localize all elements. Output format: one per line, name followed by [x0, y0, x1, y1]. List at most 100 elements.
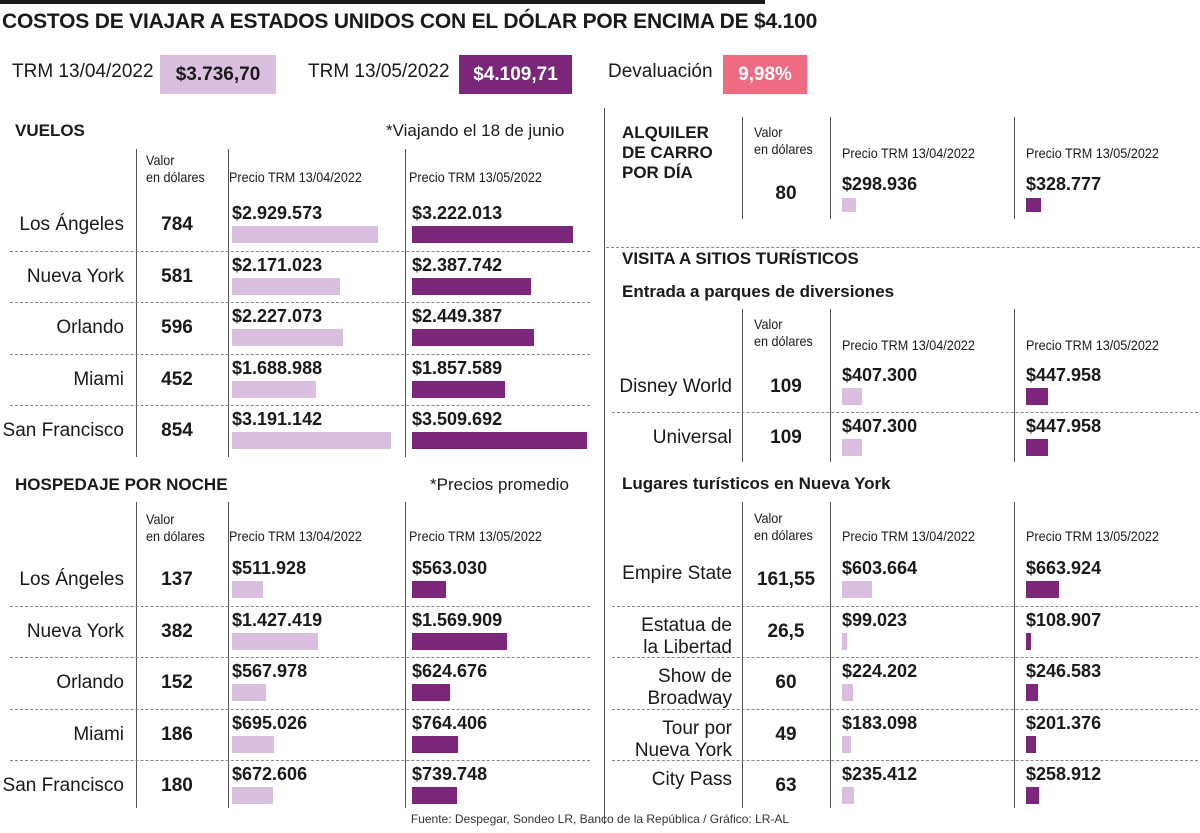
trm2-column-header: Precio TRM 13/05/2022: [1026, 528, 1159, 544]
page-title: COSTOS DE VIAJAR A ESTADOS UNIDOS CON EL…: [2, 10, 818, 33]
price-label-trm1: $672.606: [232, 764, 308, 784]
trm1-column-header: Precio TRM 13/04/2022: [842, 337, 975, 353]
section-title: ALQUILER DE CARRO POR DÍA: [622, 123, 713, 182]
trm2-column-header: Precio TRM 13/05/2022: [409, 528, 542, 544]
bar-trm2: [1026, 735, 1036, 753]
price-label-trm1: $99.023: [842, 609, 908, 630]
section-subtitle: Entrada a parques de diversiones: [622, 282, 895, 301]
bar-trm2: [412, 226, 573, 243]
bar-trm2: [412, 632, 507, 650]
price-label-trm2: $246.583: [1026, 661, 1102, 681]
column-rule: [830, 117, 831, 219]
row-separator: [10, 353, 590, 355]
price-label-trm2: $3.509.692: [412, 409, 503, 429]
trm1-label: TRM 13/04/2022: [12, 61, 154, 82]
column-rule: [405, 149, 406, 457]
trm2-column-header: Precio TRM 13/05/2022: [409, 169, 542, 185]
row-separator: [612, 412, 1198, 413]
row-separator: [612, 760, 1198, 761]
trm2-column-header: Precio TRM 13/05/2022: [1026, 337, 1159, 353]
bar-trm2: [412, 787, 457, 804]
section-title: HOSPEDAJE POR NOCHE: [15, 475, 228, 494]
section-note: *Viajando el 18 de junio: [386, 121, 565, 140]
bar-trm1: [232, 226, 378, 243]
column-divider: [604, 108, 605, 824]
price-label-trm1: $298.936: [842, 174, 918, 194]
bar-trm1: [232, 632, 318, 650]
usd-value: 784: [161, 214, 193, 235]
price-label-trm2: $258.912: [1026, 764, 1102, 784]
bar-trm2: [412, 684, 450, 701]
row-label: Show de Broadway: [647, 666, 733, 709]
column-rule: [1014, 309, 1015, 462]
usd-value: 63: [775, 775, 797, 796]
usd-value: 109: [770, 376, 802, 397]
bar-trm1: [842, 439, 862, 456]
row-label: Nueva York: [26, 265, 124, 287]
trm2-column-header: Precio TRM 13/05/2022: [1026, 145, 1159, 161]
usd-value: 596: [161, 317, 193, 338]
bar-trm2: [412, 329, 534, 346]
bar-trm2: [412, 581, 446, 598]
usd-value: 109: [770, 427, 802, 448]
usd-value: 854: [161, 420, 193, 441]
usd-value: 452: [161, 368, 193, 390]
usd-column-header: Valor en dólares: [754, 510, 813, 543]
price-label-trm2: $739.748: [412, 764, 488, 784]
bar-trm1: [232, 581, 263, 598]
section-separator: [606, 247, 1200, 248]
row-label: Miami: [73, 368, 124, 390]
row-label: Empire State: [622, 563, 732, 584]
row-separator: [10, 250, 590, 252]
price-label-trm1: $2.227.073: [232, 306, 323, 326]
row-label: City Pass: [651, 769, 732, 790]
bar-trm2: [1026, 787, 1039, 804]
bar-trm1: [232, 329, 343, 346]
trm1-column-header: Precio TRM 13/04/2022: [842, 145, 975, 161]
bar-trm1: [842, 684, 853, 701]
bar-trm1: [232, 432, 391, 449]
price-label-trm1: $1.427.419: [232, 609, 323, 630]
bar-trm2: [1026, 388, 1048, 405]
bar-trm1: [842, 735, 851, 753]
price-label-trm2: $563.030: [412, 558, 488, 578]
column-rule: [136, 149, 137, 457]
source-note: Fuente: Despegar, Sondeo LR, Banco de la…: [410, 812, 790, 826]
bar-trm1: [232, 787, 273, 804]
row-separator: [10, 708, 590, 710]
row-separator: [612, 605, 1198, 607]
row-label: Disney World: [619, 376, 732, 397]
trm1-column-header: Precio TRM 13/04/2022: [229, 528, 362, 544]
row-separator: [10, 657, 590, 658]
row-label: Los Ángeles: [19, 569, 124, 590]
bar-trm2: [412, 380, 505, 398]
row-separator: [10, 760, 590, 761]
price-label-trm1: $511.928: [232, 558, 307, 578]
usd-value: 26,5: [767, 620, 805, 642]
price-label-trm1: $2.171.023: [232, 254, 323, 275]
bar-trm2: [1026, 684, 1038, 701]
bar-trm2: [412, 735, 458, 753]
price-label-trm2: $3.222.013: [412, 203, 503, 223]
bar-trm1: [842, 198, 856, 212]
bar-trm2: [1026, 198, 1041, 212]
row-label: San Francisco: [2, 775, 124, 796]
bar-trm2: [1026, 439, 1048, 456]
price-label-trm1: $567.978: [232, 661, 308, 681]
price-label-trm2: $1.857.589: [412, 357, 503, 378]
trm1-column-header: Precio TRM 13/04/2022: [842, 528, 975, 544]
trm2-label: TRM 13/05/2022: [308, 61, 450, 82]
row-label: Tour por Nueva York: [634, 717, 732, 761]
bar-trm1: [842, 581, 872, 598]
usd-column-header: Valor en dólares: [754, 316, 813, 349]
price-label-trm1: $1.688.988: [232, 357, 323, 378]
row-separator: [612, 708, 1198, 710]
bar-trm1: [842, 787, 854, 804]
usd-value: 152: [161, 672, 193, 693]
row-label: Universal: [652, 427, 732, 448]
row-separator: [10, 605, 590, 607]
usd-value: 80: [775, 183, 797, 204]
row-separator: [612, 657, 1198, 658]
usd-value: 186: [161, 723, 193, 745]
price-label-trm2: $2.449.387: [412, 306, 503, 326]
